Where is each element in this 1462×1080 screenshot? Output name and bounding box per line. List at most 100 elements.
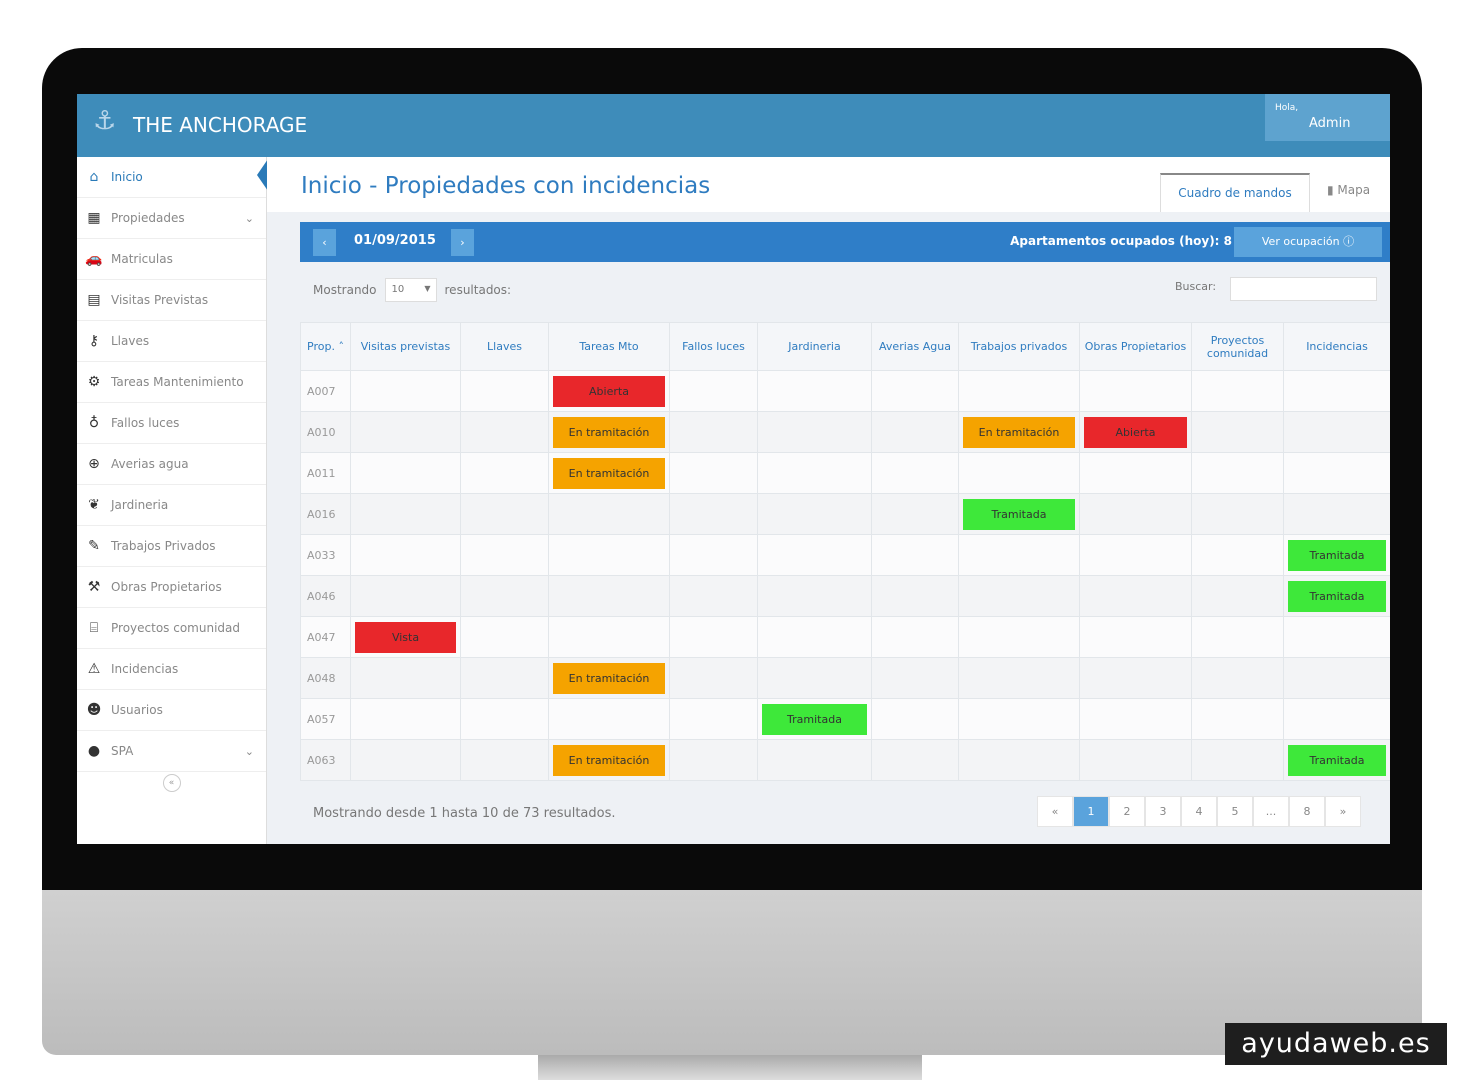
- sidebar-item-usuarios[interactable]: ☻ Usuarios: [77, 690, 266, 731]
- table-cell: Tramitada: [1283, 575, 1390, 617]
- prev-date-button[interactable]: ‹: [313, 229, 336, 256]
- table-row[interactable]: A047 Vista: [300, 616, 1390, 658]
- table-cell: [871, 616, 959, 658]
- column-header[interactable]: Tareas Mto: [548, 322, 670, 371]
- status-badge[interactable]: Abierta: [1084, 416, 1187, 448]
- page-button[interactable]: 4: [1181, 796, 1217, 827]
- page-button[interactable]: »: [1325, 796, 1361, 827]
- leaf-icon: ❦: [88, 497, 100, 513]
- users-icon: ☻: [86, 702, 102, 718]
- hammer-icon: ⚒: [87, 579, 101, 595]
- page-button[interactable]: 5: [1217, 796, 1253, 827]
- status-badge[interactable]: Abierta: [553, 375, 665, 407]
- column-header[interactable]: Incidencias: [1283, 322, 1390, 371]
- gear-icon: ⚙: [87, 374, 101, 390]
- column-header[interactable]: Jardineria: [757, 322, 872, 371]
- status-badge[interactable]: En tramitación: [553, 744, 665, 776]
- caret-down-icon: ▼: [424, 284, 431, 293]
- column-header[interactable]: Trabajos privados: [958, 322, 1080, 371]
- status-badge[interactable]: Tramitada: [1288, 744, 1386, 776]
- table-cell: [669, 493, 758, 535]
- current-date: 01/09/2015: [354, 233, 436, 248]
- table-cell: [1283, 616, 1390, 658]
- sidebar-item-matriculas[interactable]: 🚗 Matriculas: [77, 239, 266, 280]
- user-menu[interactable]: Hola, Admin: [1265, 94, 1390, 141]
- column-header[interactable]: Obras Propietarios: [1079, 322, 1192, 371]
- column-header[interactable]: Fallos luces: [669, 322, 758, 371]
- sidebar-item-proyectos-comunidad[interactable]: ⌸ Proyectos comunidad: [77, 608, 266, 649]
- showing-label: Mostrando: [313, 283, 377, 297]
- sidebar-item-spa[interactable]: ● SPA ⌄: [77, 731, 266, 772]
- status-badge[interactable]: Tramitada: [1288, 580, 1386, 612]
- chevron-down-icon: ⌄: [244, 211, 254, 225]
- brand-title[interactable]: THE ANCHORAGE: [133, 113, 308, 137]
- status-badge[interactable]: Tramitada: [1288, 539, 1386, 571]
- table-row[interactable]: A011 En tramitación: [300, 452, 1390, 494]
- column-header[interactable]: Averias Agua: [871, 322, 959, 371]
- view-occupancy-button[interactable]: Ver ocupación ⓘ: [1234, 227, 1382, 257]
- tab-mapa-label: Mapa: [1337, 183, 1371, 197]
- table-cell: [1191, 739, 1284, 781]
- sidebar-item-incidencias[interactable]: ⚠ Incidencias: [77, 649, 266, 690]
- status-badge[interactable]: En tramitación: [553, 457, 665, 489]
- table-row[interactable]: A010 En tramitación En tramitación Abierta: [300, 411, 1390, 453]
- date-bar: ‹ 01/09/2015 › Apartamentos ocupados (ho…: [300, 222, 1390, 262]
- sidebar-item-tareas-mantenimiento[interactable]: ⚙ Tareas Mantenimiento: [77, 362, 266, 403]
- table-cell: [669, 575, 758, 617]
- prop-cell: A016: [300, 493, 351, 535]
- column-header[interactable]: Proyectos comunidad: [1191, 322, 1284, 371]
- status-badge[interactable]: En tramitación: [963, 416, 1075, 448]
- table-row[interactable]: A057 Tramitada: [300, 698, 1390, 740]
- table-cell: [871, 739, 959, 781]
- page-button[interactable]: 1: [1073, 796, 1109, 827]
- status-badge[interactable]: Tramitada: [963, 498, 1075, 530]
- page-title: Inicio - Propiedades con incidencias: [301, 173, 711, 199]
- table-cell: [350, 370, 461, 412]
- column-header[interactable]: Visitas previstas: [350, 322, 461, 371]
- sidebar-item-inicio[interactable]: ⌂ Inicio: [77, 157, 268, 198]
- search-input[interactable]: [1230, 277, 1377, 301]
- table-cell: [1191, 493, 1284, 535]
- sidebar-collapse-button[interactable]: «: [77, 772, 266, 794]
- status-badge[interactable]: En tramitación: [553, 662, 665, 694]
- table-cell: [669, 452, 758, 494]
- sidebar-item-obras-propietarios[interactable]: ⚒ Obras Propietarios: [77, 567, 266, 608]
- sidebar-item-label: Jardineria: [111, 498, 169, 512]
- sidebar-item-propiedades[interactable]: ▦ Propiedades ⌄: [77, 198, 266, 239]
- page-button[interactable]: 2: [1109, 796, 1145, 827]
- page-button[interactable]: «: [1037, 796, 1073, 827]
- page-button[interactable]: 3: [1145, 796, 1181, 827]
- page-size-select[interactable]: 10 ▼: [384, 278, 437, 302]
- table-row[interactable]: A007 Abierta: [300, 370, 1390, 412]
- prop-cell: A063: [300, 739, 351, 781]
- sidebar-item-trabajos-privados[interactable]: ✎ Trabajos Privados: [77, 526, 266, 567]
- tab-mapa[interactable]: ▮ Mapa: [1327, 183, 1370, 197]
- table-row[interactable]: A063 En tramitación Tramitada: [300, 739, 1390, 781]
- column-header[interactable]: Prop. ˄: [300, 322, 351, 371]
- table-cell: [460, 575, 549, 617]
- column-header[interactable]: Llaves: [460, 322, 549, 371]
- status-badge[interactable]: Vista: [355, 621, 456, 653]
- table-row[interactable]: A016 Tramitada: [300, 493, 1390, 535]
- page-button[interactable]: ...: [1253, 796, 1289, 827]
- sidebar-item-visitas-previstas[interactable]: ▤ Visitas Previstas: [77, 280, 266, 321]
- sidebar-item-fallos-luces[interactable]: ♁ Fallos luces: [77, 403, 266, 444]
- sidebar-item-averias-agua[interactable]: ⊕ Averias agua: [77, 444, 266, 485]
- table-row[interactable]: A046 Tramitada: [300, 575, 1390, 617]
- sidebar-item-jardineria[interactable]: ❦ Jardineria: [77, 485, 266, 526]
- table-row[interactable]: A048 En tramitación: [300, 657, 1390, 699]
- table-cell: [958, 698, 1080, 740]
- status-badge[interactable]: Tramitada: [762, 703, 867, 735]
- status-badge[interactable]: En tramitación: [553, 416, 665, 448]
- next-date-button[interactable]: ›: [451, 229, 474, 256]
- table-cell: [757, 575, 872, 617]
- table-cell: En tramitación: [548, 739, 670, 781]
- lightbulb-icon: ♁: [88, 415, 100, 431]
- page-button[interactable]: 8: [1289, 796, 1325, 827]
- table-cell: [1079, 452, 1192, 494]
- tab-cuadro-de-mandos[interactable]: Cuadro de mandos: [1160, 173, 1310, 212]
- table-cell: [1079, 575, 1192, 617]
- table-cell: [757, 370, 872, 412]
- table-row[interactable]: A033 Tramitada: [300, 534, 1390, 576]
- sidebar-item-llaves[interactable]: ⚷ Llaves: [77, 321, 266, 362]
